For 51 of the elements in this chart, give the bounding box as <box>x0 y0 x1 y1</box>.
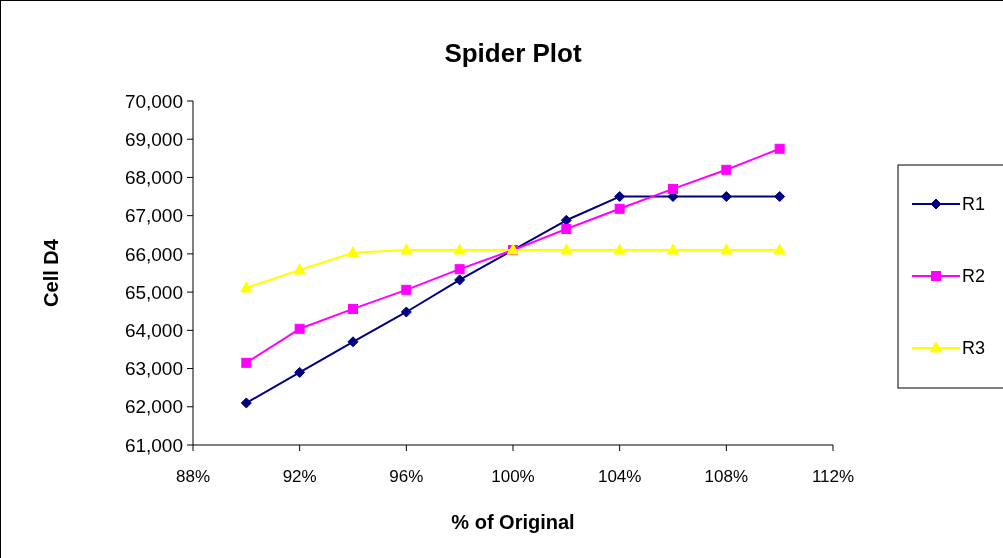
point <box>401 284 412 295</box>
x-tick-label: 108% <box>704 467 749 486</box>
point <box>773 243 786 255</box>
point <box>454 264 465 275</box>
point <box>774 143 785 154</box>
y-tick-label: 62,000 <box>124 396 183 418</box>
chart-title: Spider Plot <box>444 38 582 68</box>
point <box>614 191 626 203</box>
point <box>348 303 358 314</box>
legend-label: R3 <box>962 338 986 359</box>
point <box>294 366 306 378</box>
point <box>561 224 572 235</box>
point <box>721 164 732 175</box>
point <box>347 246 359 258</box>
point <box>293 263 306 275</box>
y-tick-label: 64,000 <box>124 319 183 341</box>
y-tick-label: 68,000 <box>124 167 183 189</box>
y-axis-title: Cell D4 <box>40 238 62 307</box>
x-tick-label: 92% <box>282 467 317 486</box>
point <box>668 183 678 194</box>
point <box>560 243 573 255</box>
legend-label: R1 <box>962 194 986 215</box>
x-tick-label: 96% <box>389 467 424 486</box>
legend-label: R2 <box>962 266 986 287</box>
x-tick-label: 112% <box>811 467 855 486</box>
y-tick-label: 63,000 <box>124 358 183 380</box>
y-tick-label: 67,000 <box>124 205 183 227</box>
point <box>400 306 412 318</box>
x-tick-label: 104% <box>597 467 642 486</box>
point <box>613 243 626 255</box>
x-tick-label: 88% <box>175 467 211 486</box>
point <box>240 397 252 409</box>
point <box>241 357 252 368</box>
y-tick-label: 61,000 <box>124 434 183 456</box>
point <box>614 203 625 214</box>
point <box>454 274 466 286</box>
x-axis-title: % of Original <box>451 511 575 533</box>
point <box>347 336 359 348</box>
point <box>400 243 413 255</box>
point <box>240 281 253 293</box>
y-tick-label: 66,000 <box>124 243 183 265</box>
y-tick-label: 65,000 <box>124 281 183 303</box>
point <box>720 191 732 203</box>
point <box>667 243 679 255</box>
y-tick-label: 70,000 <box>124 90 183 112</box>
point <box>720 243 733 255</box>
x-tick-label: 100% <box>491 467 535 486</box>
y-tick-label: 69,000 <box>124 128 183 150</box>
point <box>453 243 466 255</box>
point <box>294 323 305 334</box>
point <box>774 191 786 203</box>
